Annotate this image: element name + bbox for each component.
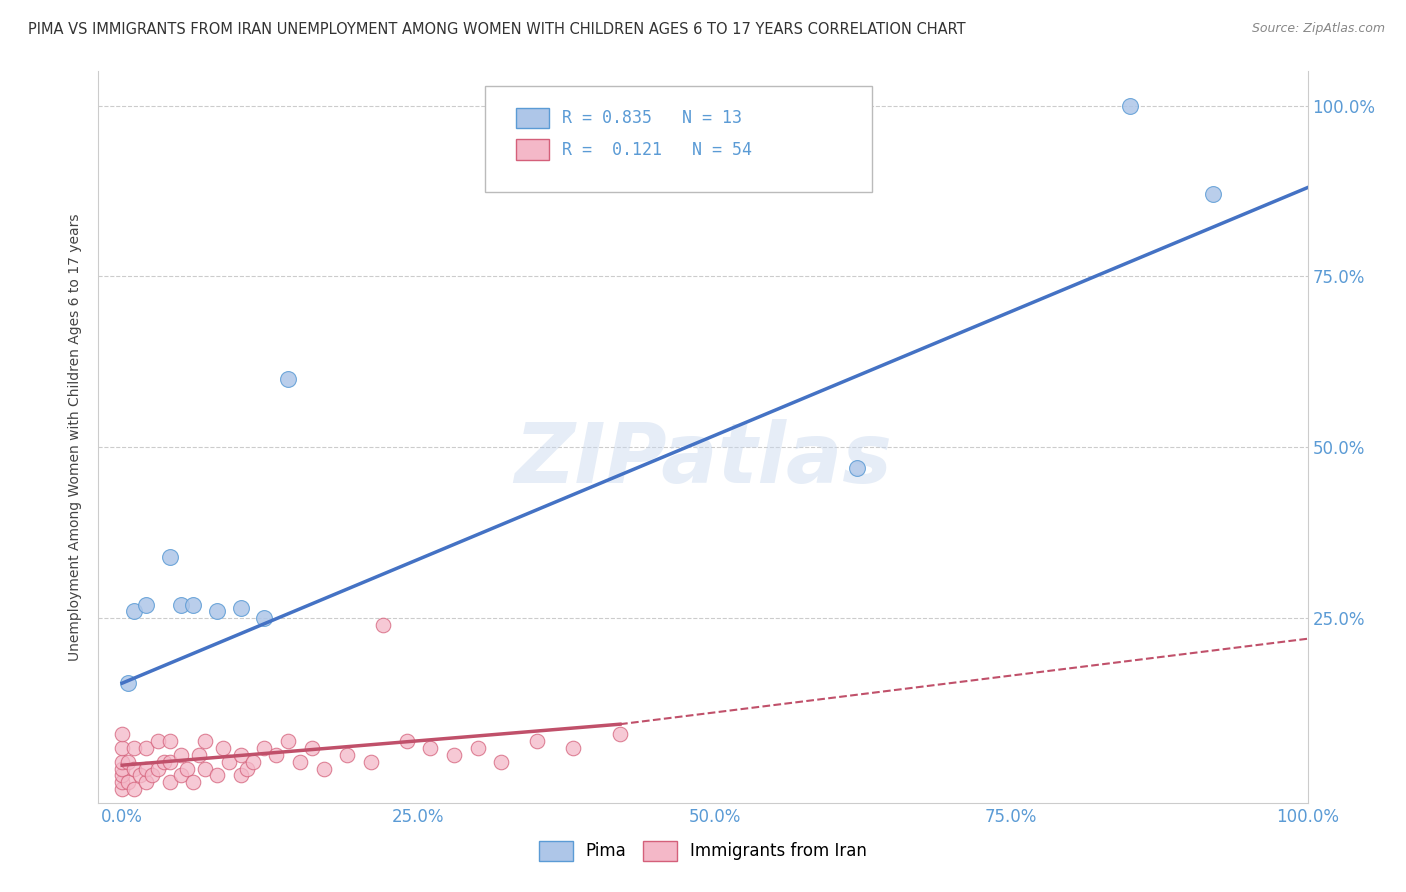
Point [159, 775, 181, 789]
Point [288, 755, 311, 769]
Point [212, 741, 235, 756]
Point [122, 604, 145, 618]
Point [141, 768, 163, 782]
Point [229, 747, 252, 762]
Point [218, 755, 240, 769]
Point [491, 755, 513, 769]
Point [117, 676, 139, 690]
Point [395, 734, 418, 748]
Point [277, 372, 299, 386]
Text: ZIPatlas: ZIPatlas [515, 418, 891, 500]
Point [360, 755, 382, 769]
Point [205, 604, 228, 618]
Point [371, 618, 394, 632]
Text: Source: ZipAtlas.com: Source: ZipAtlas.com [1251, 22, 1385, 36]
Text: R =  0.121   N = 54: R = 0.121 N = 54 [561, 141, 752, 159]
Point [111, 762, 134, 776]
Point [170, 768, 193, 782]
Point [312, 762, 335, 776]
Point [122, 762, 145, 776]
Point [111, 775, 134, 789]
Point [135, 741, 157, 756]
Point [235, 762, 257, 776]
Point [229, 601, 252, 615]
Point [111, 755, 134, 769]
Point [188, 747, 211, 762]
Point [277, 734, 299, 748]
Point [170, 747, 193, 762]
Point [111, 782, 134, 797]
Point [111, 768, 134, 782]
Point [111, 741, 134, 756]
Point [146, 734, 169, 748]
Point [122, 741, 145, 756]
Point [170, 598, 193, 612]
Point [181, 775, 204, 789]
Point [194, 762, 217, 776]
Legend: Pima, Immigrants from Iran: Pima, Immigrants from Iran [533, 834, 873, 868]
Point [253, 741, 276, 756]
Point [242, 755, 264, 769]
Point [111, 727, 134, 741]
Point [159, 549, 181, 564]
Text: R = 0.835   N = 13: R = 0.835 N = 13 [561, 109, 741, 128]
Point [135, 762, 157, 776]
Point [152, 755, 174, 769]
Point [205, 768, 228, 782]
Point [419, 741, 441, 756]
Point [561, 741, 583, 756]
FancyBboxPatch shape [485, 86, 872, 192]
Point [159, 755, 181, 769]
Point [135, 775, 157, 789]
Bar [516, 108, 550, 128]
Point [194, 734, 217, 748]
Point [846, 460, 869, 475]
Point [117, 775, 139, 789]
Point [1119, 98, 1142, 112]
Point [122, 782, 145, 797]
Point [135, 598, 157, 612]
Text: PIMA VS IMMIGRANTS FROM IRAN UNEMPLOYMENT AMONG WOMEN WITH CHILDREN AGES 6 TO 17: PIMA VS IMMIGRANTS FROM IRAN UNEMPLOYMEN… [28, 22, 966, 37]
Point [301, 741, 323, 756]
Point [176, 762, 198, 776]
Point [229, 768, 252, 782]
Point [336, 747, 359, 762]
Point [467, 741, 489, 756]
Y-axis label: Unemployment Among Women with Children Ages 6 to 17 years: Unemployment Among Women with Children A… [69, 213, 83, 661]
Point [443, 747, 465, 762]
Point [264, 747, 287, 762]
Point [526, 734, 548, 748]
Point [159, 734, 181, 748]
Point [253, 611, 276, 625]
Point [117, 755, 139, 769]
Point [146, 762, 169, 776]
Point [129, 768, 152, 782]
Point [609, 727, 631, 741]
Point [181, 598, 204, 612]
Point [1202, 187, 1225, 202]
Bar [516, 139, 550, 160]
